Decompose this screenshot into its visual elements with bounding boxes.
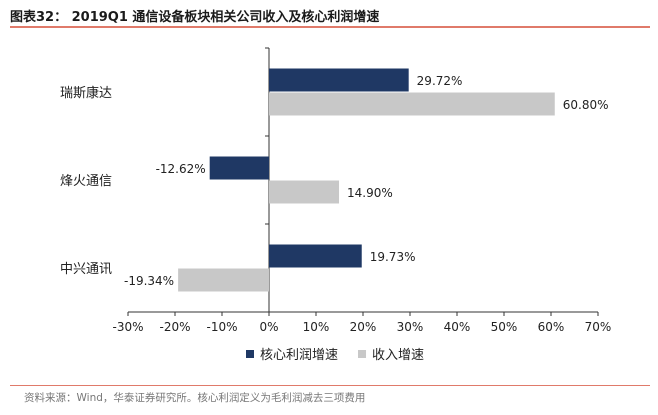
legend-swatch [246, 350, 254, 358]
data-label: 60.80% [563, 98, 609, 112]
x-tick-label: 50% [491, 320, 518, 334]
source-rule [10, 385, 650, 386]
bar-revenue-growth [269, 180, 340, 204]
x-tick-label: 70% [585, 320, 612, 334]
category-label: 瑞斯康达 [60, 85, 112, 101]
x-tick-label: 0% [259, 320, 278, 334]
x-tick-label: 10% [303, 320, 330, 334]
chart-title: 图表32： 2019Q1 通信设备板块相关公司收入及核心利润增速 [10, 10, 380, 25]
source-note: 资料来源：Wind，华泰证券研究所。核心利润定义为毛利润减去三项费用 [24, 392, 366, 404]
legend-swatch [358, 350, 367, 358]
bar-core-profit-growth [209, 156, 269, 180]
x-tick-label: 30% [397, 320, 424, 334]
bar-chart: -30% -20% -10% 0% 10% 20% 30% 40% 50% 60% 70% 瑞斯康达烽… [60, 47, 612, 363]
x-tick-label: 20% [350, 320, 377, 334]
x-tick-label: -20% [159, 320, 190, 334]
x-tick-label: -30% [112, 320, 143, 334]
legend-label: 核心利润增速 [260, 348, 338, 363]
data-label: -19.34% [124, 274, 174, 288]
x-tick-label: -10% [206, 320, 237, 334]
data-label: 14.90% [347, 186, 393, 200]
data-label: -12.62% [156, 162, 206, 176]
bar-revenue-growth [178, 268, 269, 292]
x-tick-label: 60% [538, 320, 565, 334]
legend-label: 收入增速 [372, 348, 424, 363]
category-label: 烽火通信 [60, 174, 112, 189]
data-label: 19.73% [370, 250, 416, 264]
bar-core-profit-growth [269, 68, 409, 92]
title-rule [10, 26, 650, 28]
category-label: 中兴通讯 [60, 262, 112, 277]
bar-core-profit-growth [269, 244, 362, 268]
bar-revenue-growth [269, 92, 555, 116]
data-label: 29.72% [417, 74, 463, 88]
x-tick-label: 40% [444, 320, 471, 334]
